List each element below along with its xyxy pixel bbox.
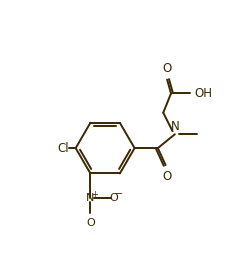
Text: N: N [171, 120, 179, 133]
Text: Cl: Cl [57, 142, 69, 155]
Text: O: O [86, 218, 95, 228]
Text: OH: OH [194, 87, 212, 100]
Text: +: + [92, 190, 99, 199]
Text: O: O [163, 170, 172, 183]
Text: O: O [163, 62, 172, 75]
Text: O: O [109, 193, 118, 203]
Text: N: N [86, 193, 94, 203]
Text: −: − [115, 189, 123, 199]
